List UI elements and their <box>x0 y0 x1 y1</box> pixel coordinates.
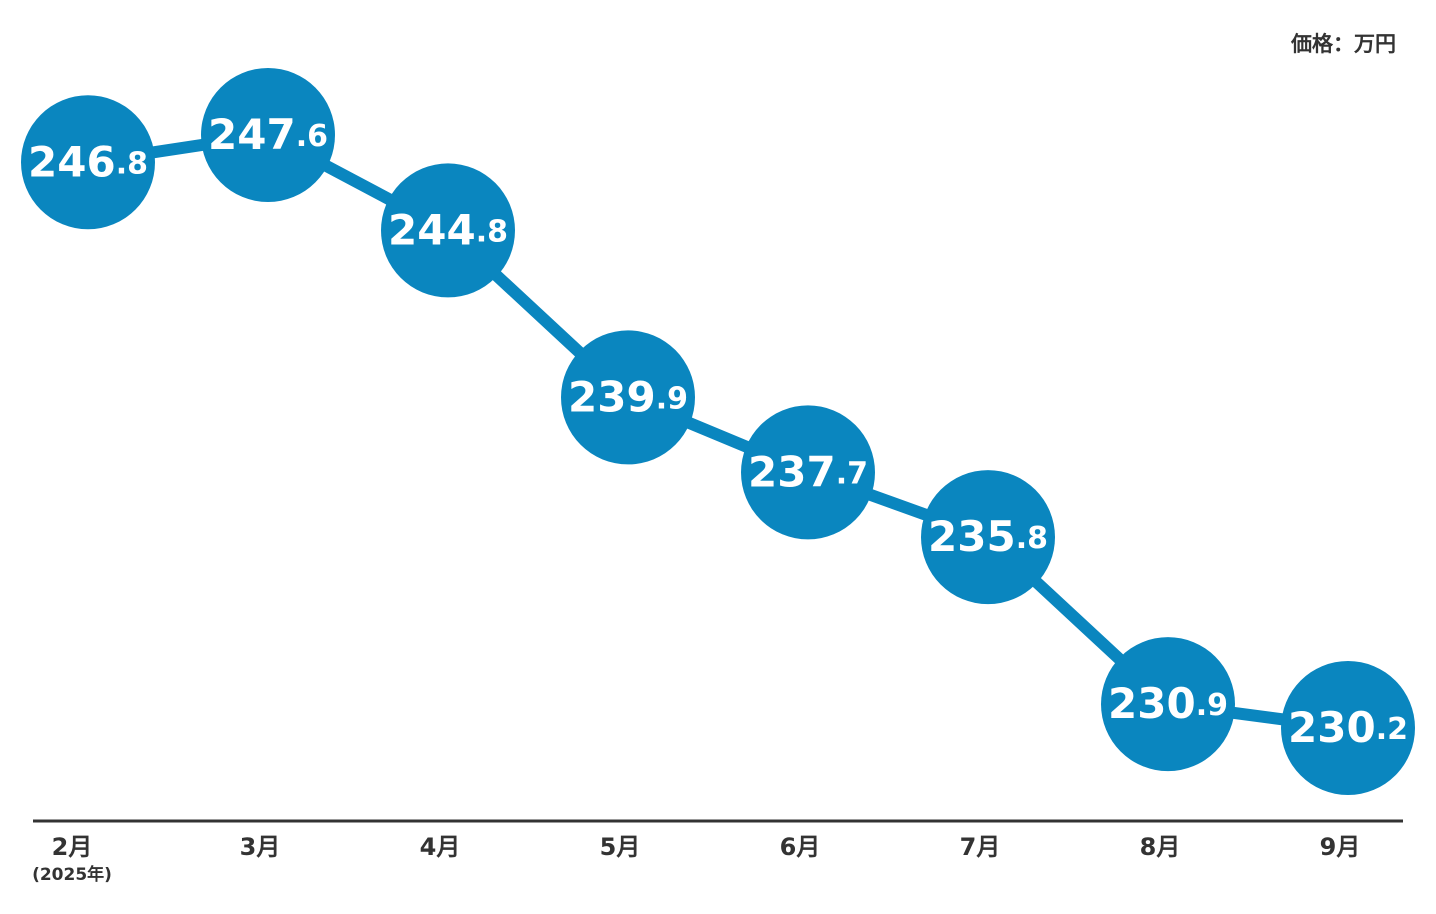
point <box>1281 661 1415 795</box>
value-label: 246.8 <box>28 137 148 186</box>
point <box>741 405 875 540</box>
x-tick-label: 2月 <box>52 833 93 861</box>
point <box>201 68 335 202</box>
value-label: 244.8 <box>388 205 508 254</box>
point <box>21 95 155 230</box>
point <box>561 330 695 465</box>
x-tick-label: 6月 <box>780 833 821 861</box>
category-note: (2025年) <box>32 864 112 885</box>
value-label: 230.2 <box>1288 703 1408 752</box>
x-tick-label: 9月 <box>1320 833 1361 861</box>
value-label: 237.7 <box>748 447 868 496</box>
x-tick-label: 8月 <box>1140 833 1181 861</box>
x-tick-label: 7月 <box>960 833 1001 861</box>
point <box>381 163 515 298</box>
x-tick-label: 4月 <box>420 833 461 861</box>
value-label: 239.9 <box>568 372 688 421</box>
point <box>1101 637 1235 772</box>
point <box>921 470 1055 605</box>
value-label: 235.8 <box>928 512 1048 561</box>
x-tick-label: 5月 <box>600 833 641 861</box>
unit-label: 価格：万円 <box>1290 32 1396 56</box>
value-label: 247.6 <box>208 110 328 159</box>
x-tick-label: 3月 <box>240 833 281 861</box>
value-label: 230.9 <box>1108 679 1228 728</box>
